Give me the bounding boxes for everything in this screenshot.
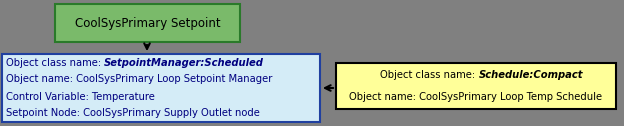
Text: Object class name:: Object class name: bbox=[380, 70, 479, 80]
Bar bbox=[336, 63, 616, 109]
Bar bbox=[2, 54, 320, 122]
Text: CoolSysPrimary Setpoint: CoolSysPrimary Setpoint bbox=[75, 17, 220, 29]
Text: Object name: CoolSysPrimary Loop Setpoint Manager: Object name: CoolSysPrimary Loop Setpoin… bbox=[6, 74, 272, 85]
Text: Setpoint Node: CoolSysPrimary Supply Outlet node: Setpoint Node: CoolSysPrimary Supply Out… bbox=[6, 108, 260, 118]
Text: Object class name:: Object class name: bbox=[6, 57, 104, 68]
Text: Schedule:Compact: Schedule:Compact bbox=[479, 70, 583, 80]
Bar bbox=[55, 4, 240, 42]
Text: Object name: CoolSysPrimary Loop Temp Schedule: Object name: CoolSysPrimary Loop Temp Sc… bbox=[349, 92, 603, 102]
Text: Control Variable: Temperature: Control Variable: Temperature bbox=[6, 91, 155, 102]
Text: SetpointManager:Scheduled: SetpointManager:Scheduled bbox=[104, 57, 264, 68]
